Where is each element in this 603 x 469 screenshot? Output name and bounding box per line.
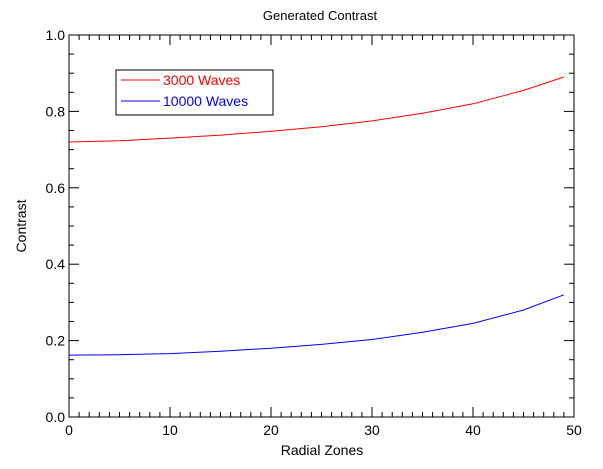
y-axis-label: Contrast [13, 199, 29, 252]
y-tick-label: 0.2 [46, 333, 66, 349]
legend-label-3000-waves: 3000 Waves [163, 72, 240, 88]
x-tick-label: 20 [263, 422, 279, 438]
x-tick-label: 10 [162, 422, 178, 438]
x-tick-labels: 0 10 20 30 40 50 [65, 422, 582, 438]
x-tick-label: 30 [364, 422, 380, 438]
legend-label-10000-waves: 10000 Waves [163, 93, 248, 109]
x-tick-label: 50 [566, 422, 582, 438]
y-tick-label: 0.4 [46, 256, 66, 272]
y-tick-label: 1.0 [46, 27, 66, 43]
series-line-10000-waves [68, 294, 565, 356]
x-axis-label: Radial Zones [281, 442, 364, 458]
x-tick-label: 0 [65, 422, 73, 438]
legend: 3000 Waves 10000 Waves [115, 69, 274, 116]
y-tick-label: 0.6 [46, 180, 66, 196]
y-tick-labels: 0.0 0.2 0.4 0.6 0.8 1.0 [46, 27, 66, 425]
chart-title: Generated Contrast [263, 8, 378, 23]
y-tick-label: 0.0 [46, 409, 66, 425]
series-lines [68, 76, 565, 356]
y-tick-label: 0.8 [46, 103, 66, 119]
series-line-3000-waves [68, 76, 565, 143]
axis-ticks [68, 34, 575, 418]
legend-box [115, 69, 274, 116]
x-tick-label: 40 [465, 422, 481, 438]
